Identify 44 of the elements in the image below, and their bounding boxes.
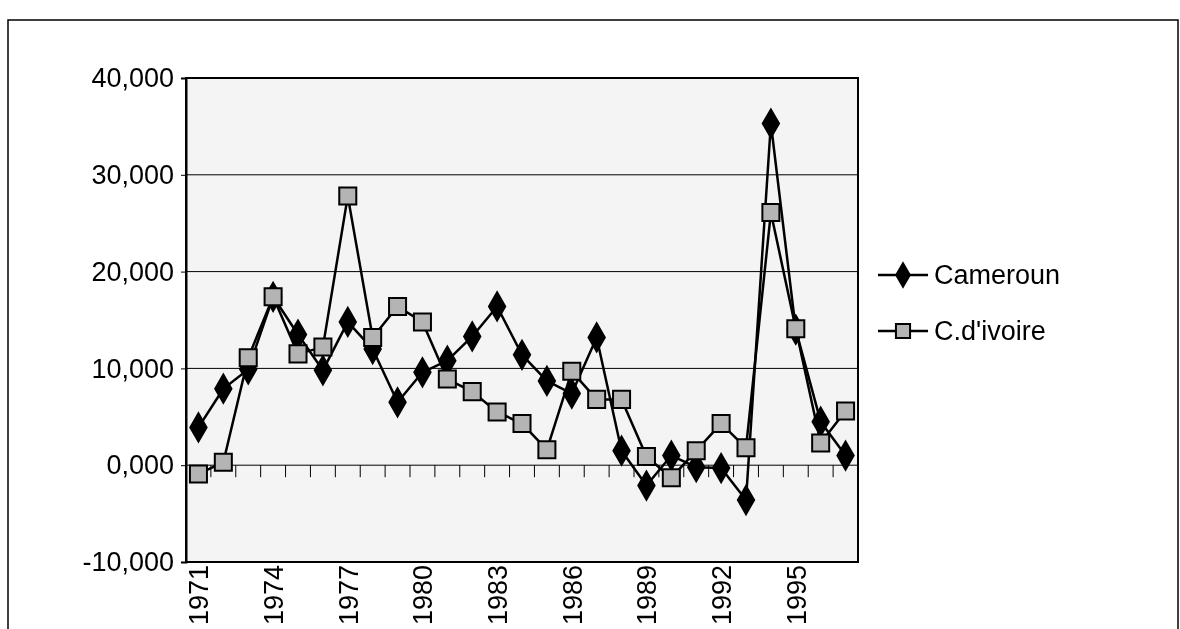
x-tick-label: 1983: [483, 565, 514, 626]
point: [487, 402, 507, 422]
point: [786, 319, 806, 339]
legend-label: C.d'ivoire: [934, 316, 1046, 346]
point: [238, 348, 258, 368]
point: [686, 441, 706, 461]
point: [462, 382, 482, 402]
y-tick-label: 10,000: [91, 353, 174, 384]
x-tick-label: 1992: [707, 565, 738, 626]
point: [313, 337, 333, 357]
point: [338, 186, 358, 206]
point: [761, 203, 781, 223]
y-tick-label: 20,000: [91, 256, 174, 287]
point: [836, 401, 856, 421]
x-tick-label: 1986: [557, 565, 588, 626]
x-tick-label: 1989: [632, 565, 663, 626]
x-tick-label: 1995: [781, 565, 812, 626]
point: [437, 369, 457, 389]
point: [188, 464, 208, 484]
point: [263, 287, 283, 307]
point: [537, 440, 557, 460]
point: [661, 468, 681, 488]
x-tick-label: 1980: [408, 565, 439, 626]
point: [512, 414, 532, 434]
y-tick-label: 30,000: [91, 159, 174, 190]
point: [412, 312, 432, 332]
x-tick-label: 1974: [259, 565, 290, 626]
point: [636, 446, 656, 466]
point: [587, 389, 607, 409]
point: [711, 414, 731, 434]
y-tick-label: 0,000: [106, 450, 174, 481]
point: [736, 438, 756, 458]
y-tick-label: 40,000: [91, 63, 174, 94]
legend-label: Cameroun: [934, 260, 1061, 290]
y-tick-label: -10,000: [82, 547, 174, 578]
point: [213, 452, 233, 472]
point: [562, 361, 582, 381]
point: [811, 433, 831, 453]
point: [612, 389, 632, 409]
point: [388, 296, 408, 316]
point: [288, 344, 308, 364]
x-tick-label: 1971: [184, 565, 215, 626]
x-tick-label: 1977: [333, 565, 364, 626]
point: [363, 327, 383, 347]
